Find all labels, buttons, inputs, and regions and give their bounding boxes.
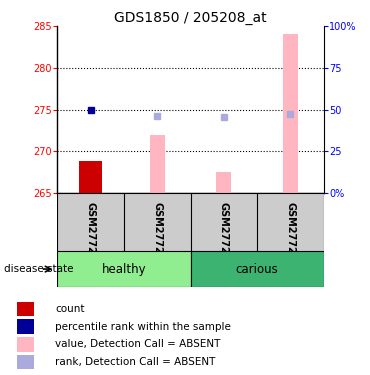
Bar <box>216 172 231 193</box>
Bar <box>17 337 34 352</box>
Bar <box>57 251 191 287</box>
Text: GSM27726: GSM27726 <box>285 202 296 260</box>
Text: GSM27725: GSM27725 <box>219 202 229 260</box>
Bar <box>17 320 34 334</box>
Text: carious: carious <box>236 262 279 276</box>
Bar <box>17 355 34 369</box>
Text: disease state: disease state <box>4 264 73 274</box>
Bar <box>191 251 324 287</box>
Text: healthy: healthy <box>102 262 146 276</box>
Bar <box>79 160 102 193</box>
Text: count: count <box>55 304 84 314</box>
Text: GSM27728: GSM27728 <box>152 202 162 261</box>
Title: GDS1850 / 205208_at: GDS1850 / 205208_at <box>114 11 267 25</box>
Text: value, Detection Call = ABSENT: value, Detection Call = ABSENT <box>55 339 221 350</box>
Text: rank, Detection Call = ABSENT: rank, Detection Call = ABSENT <box>55 357 215 367</box>
Text: GSM27727: GSM27727 <box>85 202 96 260</box>
Bar <box>283 34 298 193</box>
Bar <box>150 135 165 193</box>
Text: percentile rank within the sample: percentile rank within the sample <box>55 322 231 332</box>
Bar <box>17 302 34 316</box>
